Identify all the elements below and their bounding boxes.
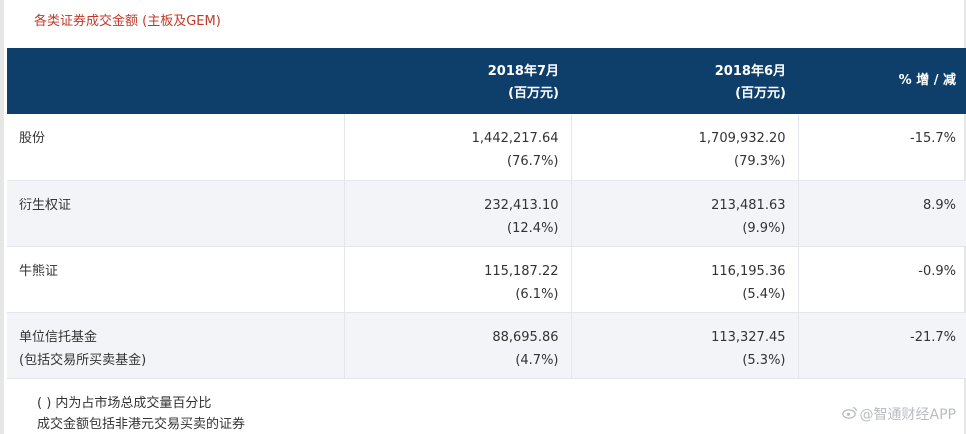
watermark: @智通财经APP [841, 404, 956, 424]
row-jul-share: (4.7%) [515, 352, 559, 368]
turnover-table: 2018年7月 (百万元) 2018年6月 (百万元) % 增 / 减 股份 [7, 48, 966, 379]
table-header-row: 2018年7月 (百万元) 2018年6月 (百万元) % 增 / 减 [7, 48, 966, 114]
header-jul-unit: (百万元) [508, 86, 559, 101]
row-change: -15.7% [910, 131, 956, 146]
row-jul-cell: 88,695.86 (4.7%) [344, 312, 572, 379]
row-jun-cell: 1,709,932.20 (79.3%) [571, 114, 799, 181]
footnote-share: ( ) 内为占市场总成交量百分比 [37, 396, 212, 411]
header-change-label: % 增 / 减 [898, 73, 956, 88]
header-jul-period: 2018年7月 [487, 64, 559, 79]
row-category: 单位信托基金 [19, 329, 98, 345]
watermark-text: @智通财经APP [859, 407, 956, 423]
row-jun-cell: 213,481.63 (9.9%) [571, 180, 799, 247]
row-category-cell: 股份 [7, 114, 345, 181]
row-jun-value: 1,709,932.20 [698, 131, 786, 146]
row-category: 牛熊证 [19, 263, 59, 279]
footnote-currency: 成交金额包括非港元交易买卖的证券 [37, 417, 246, 432]
row-change: -21.7% [910, 329, 956, 345]
table-row: 衍生权证 232,413.10 (12.4%) 213,481.63 (9.9%… [7, 180, 966, 247]
row-jul-value: 88,695.86 [492, 329, 559, 345]
row-category-cell: 衍生权证 [7, 180, 345, 247]
header-jun-unit: (百万元) [735, 86, 786, 101]
header-jul: 2018年7月 (百万元) [344, 48, 571, 114]
row-jun-value: 116,195.36 [711, 263, 786, 279]
header-jun-period: 2018年6月 [714, 64, 786, 79]
row-category-cell: 牛熊证 [7, 246, 345, 313]
table-row: 牛熊证 115,187.22 (6.1%) 116,195.36 (5.4%) … [7, 246, 966, 313]
row-jul-share: (12.4%) [507, 220, 559, 236]
row-jul-share: (76.7%) [507, 154, 559, 169]
weibo-icon [841, 405, 858, 423]
row-change-cell: -0.9% [798, 246, 966, 313]
header-change: % 增 / 减 [798, 48, 966, 114]
row-category-sub: (包括交易所买卖基金) [19, 352, 147, 368]
row-jul-value: 1,442,217.64 [471, 131, 559, 146]
section-title: 各类证券成交金额 (主板及GEM) [34, 14, 221, 29]
row-jun-cell: 113,327.45 (5.3%) [571, 312, 799, 379]
footnotes: ( ) 内为占市场总成交量百分比 成交金额包括非港元交易买卖的证券 [37, 393, 245, 434]
table-row: 股份 1,442,217.64 (76.7%) 1,709,932.20 (79… [7, 114, 966, 181]
row-change-cell: 8.9% [798, 180, 966, 247]
header-category [7, 48, 344, 114]
row-jun-value: 113,327.45 [711, 329, 786, 345]
row-category: 衍生权证 [19, 197, 72, 213]
row-jul-value: 232,413.10 [484, 197, 559, 213]
row-jun-share: (5.3%) [742, 352, 786, 368]
row-category: 股份 [19, 131, 46, 146]
row-jun-cell: 116,195.36 (5.4%) [571, 246, 799, 313]
row-jul-share: (6.1%) [515, 286, 559, 302]
row-change: 8.9% [922, 197, 956, 213]
table-row: 单位信托基金 (包括交易所买卖基金) 88,695.86 (4.7%) 113,… [7, 312, 966, 379]
row-jul-value: 115,187.22 [484, 263, 559, 279]
header-jun: 2018年6月 (百万元) [571, 48, 798, 114]
row-jun-share: (79.3%) [734, 154, 786, 169]
row-change: -0.9% [918, 263, 956, 279]
row-jul-cell: 232,413.10 (12.4%) [344, 180, 572, 247]
row-jun-value: 213,481.63 [711, 197, 786, 213]
row-change-cell: -21.7% [798, 312, 966, 379]
row-jun-share: (9.9%) [742, 220, 786, 236]
row-jul-cell: 115,187.22 (6.1%) [344, 246, 572, 313]
row-change-cell: -15.7% [798, 114, 966, 181]
row-jun-share: (5.4%) [742, 286, 786, 302]
row-jul-cell: 1,442,217.64 (76.7%) [344, 114, 572, 181]
row-category-cell: 单位信托基金 (包括交易所买卖基金) [7, 312, 345, 379]
